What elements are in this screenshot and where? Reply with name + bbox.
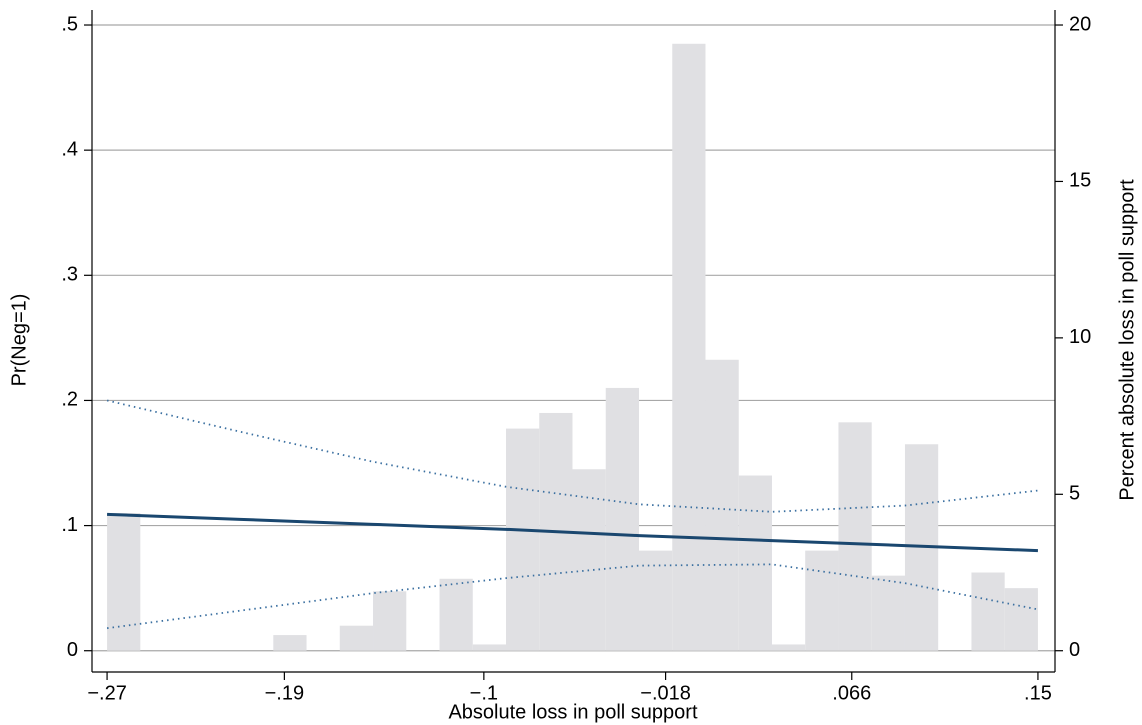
histogram-bar	[373, 591, 407, 651]
histogram-bar	[506, 428, 540, 651]
x-tick-label: −.018	[640, 682, 691, 704]
x-tick-label: −.19	[265, 682, 304, 704]
x-axis-label: Absolute loss in poll support	[448, 701, 697, 723]
line	[107, 512, 1038, 553]
histogram-bar	[771, 644, 806, 651]
y2-tick-label: 0	[1069, 639, 1080, 661]
y-tick-label: .5	[61, 13, 78, 35]
y2-tick-label: 20	[1069, 13, 1091, 35]
histogram-bar	[738, 475, 772, 651]
x-tick-label: −.27	[87, 682, 126, 704]
histogram-bar	[805, 550, 839, 651]
histogram-bar	[339, 625, 374, 651]
x-tick-label: .066	[832, 682, 871, 704]
y-tick-label: .3	[61, 264, 78, 286]
histogram-bar	[871, 575, 905, 651]
line	[106, 563, 1039, 630]
y-tick-label: .2	[61, 389, 78, 411]
y-tick-label: 0	[67, 639, 78, 661]
y-tick-label: .4	[61, 138, 78, 160]
histogram-bar	[273, 635, 307, 651]
histogram-bar	[107, 513, 141, 651]
histogram-bar	[672, 43, 706, 651]
y-tick-label: .1	[61, 514, 78, 536]
histogram-bar	[638, 550, 673, 651]
histogram-bar	[1004, 588, 1038, 651]
histogram-bar	[838, 422, 872, 651]
line	[106, 399, 1039, 513]
x-tick-label: .15	[1024, 682, 1052, 704]
histogram-bar	[705, 359, 739, 651]
histogram-bar	[605, 387, 639, 651]
histogram-bar	[472, 644, 507, 651]
x-tick-label: −.1	[470, 682, 498, 704]
y2-tick-label: 5	[1069, 483, 1080, 505]
histogram-bar	[971, 572, 1005, 651]
y-axis-label: Pr(Neg=1)	[8, 294, 30, 387]
y2-tick-label: 10	[1069, 326, 1091, 348]
y2-axis-label: Percent absolute loss in poll support	[1116, 179, 1138, 501]
histogram-bar	[572, 469, 606, 651]
y2-tick-label: 15	[1069, 170, 1091, 192]
histogram-bar	[439, 578, 473, 651]
